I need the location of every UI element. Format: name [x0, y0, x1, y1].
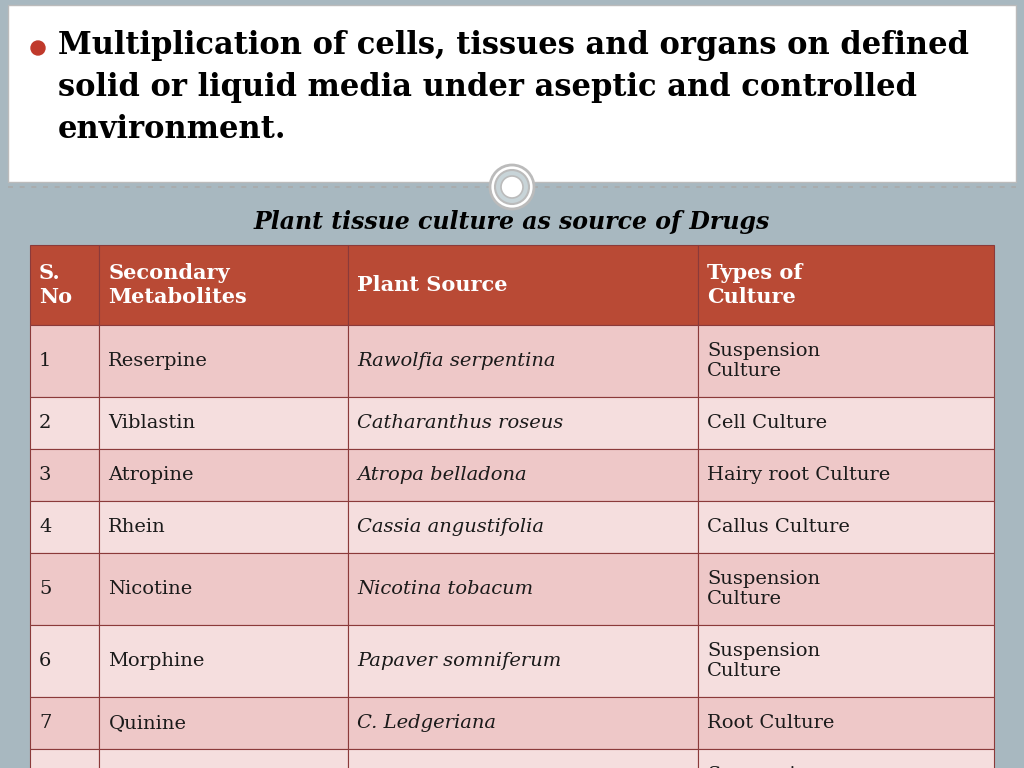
FancyBboxPatch shape: [99, 449, 348, 501]
Text: Suspension
Culture: Suspension Culture: [707, 766, 820, 768]
FancyBboxPatch shape: [698, 553, 994, 625]
FancyBboxPatch shape: [348, 625, 698, 697]
FancyBboxPatch shape: [30, 697, 99, 749]
Text: Rawolfia serpentina: Rawolfia serpentina: [357, 352, 556, 370]
Text: Multiplication of cells, tissues and organs on defined: Multiplication of cells, tissues and org…: [58, 30, 969, 61]
FancyBboxPatch shape: [698, 397, 994, 449]
FancyBboxPatch shape: [348, 397, 698, 449]
FancyBboxPatch shape: [99, 397, 348, 449]
FancyBboxPatch shape: [99, 325, 348, 397]
FancyBboxPatch shape: [698, 501, 994, 553]
Text: Hairy root Culture: Hairy root Culture: [707, 466, 890, 484]
FancyBboxPatch shape: [698, 697, 994, 749]
Circle shape: [490, 165, 534, 209]
Text: 5: 5: [39, 580, 51, 598]
Circle shape: [501, 176, 523, 198]
FancyBboxPatch shape: [30, 449, 99, 501]
FancyBboxPatch shape: [99, 697, 348, 749]
Circle shape: [495, 170, 529, 204]
FancyBboxPatch shape: [30, 397, 99, 449]
FancyBboxPatch shape: [348, 749, 698, 768]
FancyBboxPatch shape: [698, 449, 994, 501]
Text: Morphine: Morphine: [109, 652, 205, 670]
Text: 3: 3: [39, 466, 51, 484]
FancyBboxPatch shape: [348, 697, 698, 749]
Text: Catharanthus roseus: Catharanthus roseus: [357, 414, 563, 432]
FancyBboxPatch shape: [348, 449, 698, 501]
Text: Nicotine: Nicotine: [109, 580, 193, 598]
FancyBboxPatch shape: [30, 749, 99, 768]
FancyBboxPatch shape: [30, 553, 99, 625]
FancyBboxPatch shape: [348, 245, 698, 325]
FancyBboxPatch shape: [99, 625, 348, 697]
Text: Suspension
Culture: Suspension Culture: [707, 342, 820, 380]
Text: Rhein: Rhein: [109, 518, 166, 536]
Text: S.
No: S. No: [39, 263, 72, 306]
Text: Suspension
Culture: Suspension Culture: [707, 641, 820, 680]
FancyBboxPatch shape: [30, 501, 99, 553]
FancyBboxPatch shape: [348, 325, 698, 397]
Text: Viblastin: Viblastin: [109, 414, 196, 432]
Text: Nicotina tobacum: Nicotina tobacum: [357, 580, 534, 598]
Text: Callus Culture: Callus Culture: [707, 518, 850, 536]
Text: 7: 7: [39, 714, 51, 732]
FancyBboxPatch shape: [8, 5, 1016, 182]
Text: solid or liquid media under aseptic and controlled: solid or liquid media under aseptic and …: [58, 72, 918, 103]
Text: 2: 2: [39, 414, 51, 432]
FancyBboxPatch shape: [30, 245, 99, 325]
Text: Atropa belladona: Atropa belladona: [357, 466, 526, 484]
FancyBboxPatch shape: [99, 501, 348, 553]
Text: Papaver somniferum: Papaver somniferum: [357, 652, 561, 670]
Text: Plant tissue culture as source of Drugs: Plant tissue culture as source of Drugs: [254, 210, 770, 234]
Text: Types of
Culture: Types of Culture: [707, 263, 803, 306]
FancyBboxPatch shape: [99, 749, 348, 768]
Text: Cassia angustifolia: Cassia angustifolia: [357, 518, 544, 536]
Text: Root Culture: Root Culture: [707, 714, 835, 732]
Text: Suspension
Culture: Suspension Culture: [707, 570, 820, 608]
FancyBboxPatch shape: [698, 325, 994, 397]
Text: 6: 6: [39, 652, 51, 670]
FancyBboxPatch shape: [698, 625, 994, 697]
Circle shape: [31, 41, 45, 55]
FancyBboxPatch shape: [698, 749, 994, 768]
Text: Plant Source: Plant Source: [357, 275, 508, 295]
Text: C. Ledgeriana: C. Ledgeriana: [357, 714, 496, 732]
FancyBboxPatch shape: [99, 245, 348, 325]
Text: 1: 1: [39, 352, 51, 370]
FancyBboxPatch shape: [698, 245, 994, 325]
Text: Reserpine: Reserpine: [109, 352, 208, 370]
FancyBboxPatch shape: [30, 625, 99, 697]
FancyBboxPatch shape: [99, 553, 348, 625]
FancyBboxPatch shape: [30, 325, 99, 397]
Text: Secondary
Metabolites: Secondary Metabolites: [109, 263, 247, 306]
Text: Quinine: Quinine: [109, 714, 186, 732]
Text: Atropine: Atropine: [109, 466, 194, 484]
Text: Cell Culture: Cell Culture: [707, 414, 827, 432]
FancyBboxPatch shape: [348, 501, 698, 553]
Text: 4: 4: [39, 518, 51, 536]
FancyBboxPatch shape: [348, 553, 698, 625]
Text: environment.: environment.: [58, 114, 287, 145]
